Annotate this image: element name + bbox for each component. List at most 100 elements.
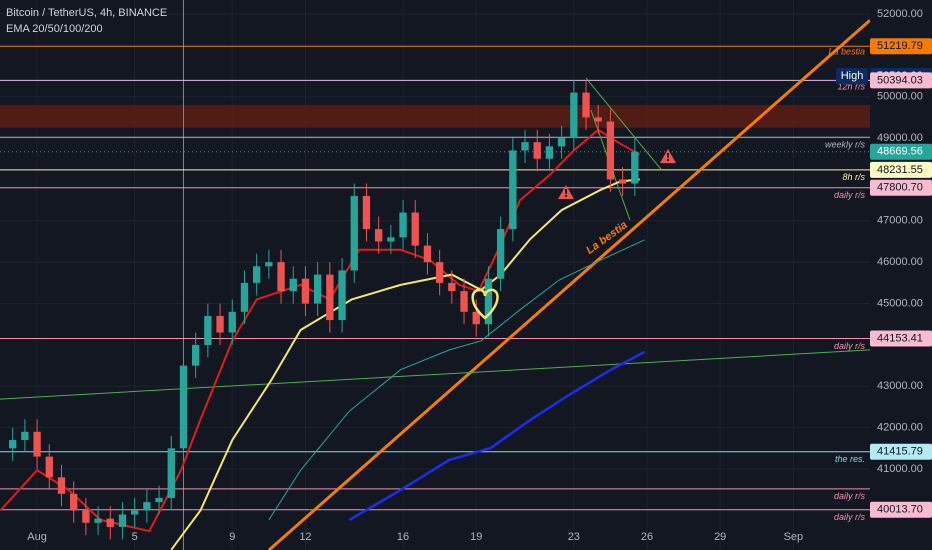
candle-body [118, 514, 127, 527]
y-tick-label: 49000.00 [877, 132, 923, 144]
axis-layer: 52000.00 50000.00 49000.00 47000.00 46000.00… [27, 0, 932, 550]
level-note: daily r/s [834, 512, 866, 522]
x-tick-label: 12 [299, 531, 311, 543]
candle-body [618, 179, 627, 184]
candle-body [155, 497, 163, 503]
y-tick-label: 41000.00 [877, 463, 923, 475]
ema-line [268, 239, 645, 521]
tag-name: High [841, 70, 864, 82]
trendline [585, 77, 662, 171]
price-tag-label: 48231.55 [877, 164, 923, 176]
y-tick-label: 43000.00 [877, 380, 923, 392]
warning-icon [660, 149, 676, 163]
candle-body [277, 262, 285, 292]
candle-body [496, 229, 505, 279]
x-tick-label: 9 [229, 531, 235, 543]
candle-body [33, 431, 41, 457]
price-tag [870, 501, 932, 518]
candle-body [252, 266, 261, 283]
candle-body [374, 229, 383, 242]
candle-body [472, 311, 480, 325]
candle-body [509, 150, 517, 230]
candle-body [338, 270, 346, 321]
candle-body [594, 117, 602, 122]
candle-body [350, 195, 358, 271]
y-tick-label: 45000.00 [877, 297, 923, 309]
candle-body [301, 278, 310, 304]
x-tick-label: 29 [714, 531, 726, 543]
price-tag [870, 72, 932, 89]
trendline [267, 19, 871, 550]
x-tick-label: 23 [568, 531, 580, 543]
level-note: weekly r/s [825, 140, 866, 150]
level-note: La bestia [828, 47, 865, 57]
zone-note: 12h r/s [837, 82, 865, 92]
level-note: daily r/s [834, 190, 866, 200]
x-tick-label: 26 [641, 531, 653, 543]
candle-body [192, 344, 200, 366]
candle-body [631, 151, 639, 184]
price-tag-label: 47800.70 [877, 182, 923, 194]
drawings [471, 149, 676, 320]
trendline [0, 349, 871, 400]
candle-body [216, 315, 224, 333]
candle-body [606, 121, 615, 180]
price-tag-label: 41415.79 [877, 446, 923, 458]
level-note: the res. [835, 454, 865, 464]
candle-body [362, 195, 371, 230]
level-note: daily r/s [834, 491, 866, 501]
candle-body [570, 92, 578, 139]
price-tag [870, 143, 932, 160]
level-note: daily r/s [834, 341, 866, 351]
zone [0, 104, 870, 128]
ema-line [0, 128, 641, 533]
candle-body [106, 518, 114, 527]
candle-body [545, 146, 554, 159]
candle-body [70, 493, 78, 511]
candle-body [533, 142, 541, 159]
candle-body [82, 510, 90, 523]
y-tick-label: 46000.00 [877, 256, 923, 268]
candle-body [21, 431, 29, 441]
x-tick-label: 19 [470, 531, 482, 543]
x-tick-label: Aug [27, 531, 47, 543]
x-tick-label: Sep [784, 531, 804, 543]
candle-layer [9, 80, 639, 540]
ema-line [348, 350, 646, 521]
y-tick-label: 47000.00 [877, 215, 923, 227]
candle-body [423, 245, 432, 263]
candle-body [582, 92, 590, 118]
y-tick-label: 42000.00 [877, 422, 923, 434]
candle-body [557, 138, 566, 147]
candle-body [167, 448, 175, 498]
price-tag-label: 40013.70 [877, 504, 923, 516]
candle-body [411, 212, 419, 246]
candle-body [204, 315, 212, 345]
price-tag [870, 443, 932, 460]
candle-body [179, 365, 188, 449]
candle-body [387, 237, 395, 242]
candle-body [521, 142, 529, 151]
price-tag [870, 161, 932, 178]
level-note: 8h r/s [842, 172, 865, 182]
price-tag-label: 50394.03 [877, 74, 923, 86]
candle-body [143, 502, 151, 511]
chart-title: Bitcoin / TetherUS, 4h, BINANCE [6, 7, 167, 19]
y-tick-label: 52000.00 [877, 8, 923, 20]
candle-body [9, 440, 17, 449]
candle-body [448, 282, 456, 292]
candle-body [435, 262, 444, 283]
candle-body [289, 278, 297, 292]
price-tag-label: 44153.41 [877, 332, 923, 344]
heart-drawing [471, 288, 499, 320]
tag-name-box [836, 68, 868, 85]
indicator-label: EMA 20/50/100/200 [6, 23, 103, 35]
candle-body [460, 291, 468, 312]
candle-body [265, 262, 273, 267]
x-tick-label: 16 [397, 531, 409, 543]
price-tag-label: 51219.79 [877, 40, 923, 52]
candle-body [313, 274, 322, 304]
